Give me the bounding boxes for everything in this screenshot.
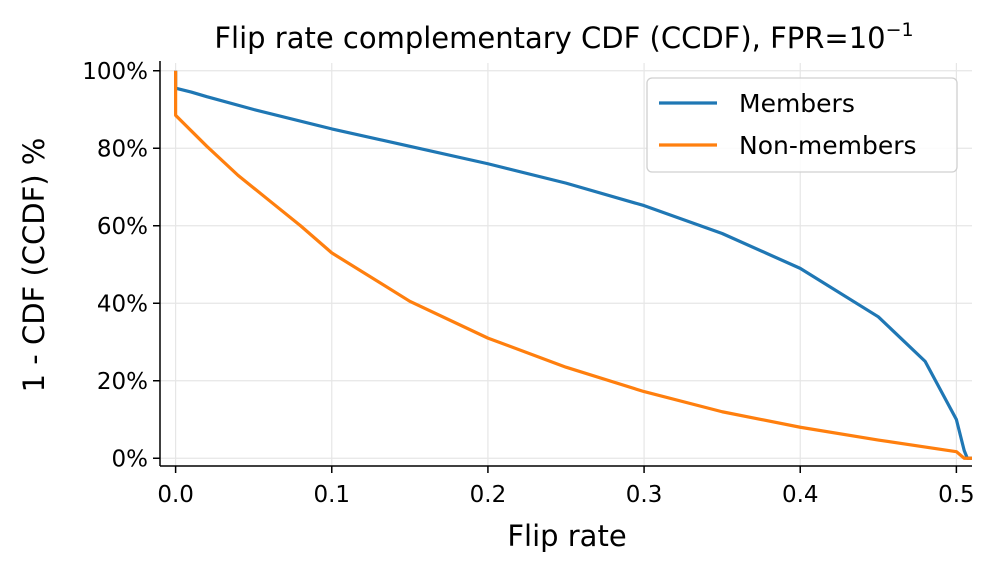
y-tick-label: 100% [82, 59, 148, 85]
legend: Members Non-members [646, 77, 958, 173]
x-tick-label: 0.4 [782, 482, 819, 508]
tick-labels: 0.0 0.1 0.2 0.3 0.4 0.5 0% 20% 40% 60% 80% 100% [82, 59, 974, 508]
y-tick-label: 60% [97, 214, 148, 240]
x-tick-label: 0.1 [313, 482, 350, 508]
chart-title-exponent: −1 [886, 19, 914, 41]
y-tick-label: 0% [112, 446, 149, 472]
series-line-non-members [174, 70, 972, 460]
y-tick-label: 40% [97, 291, 148, 317]
x-tick-label: 0.2 [470, 482, 507, 508]
x-tick-label: 0.5 [938, 482, 975, 508]
x-axis-label: Flip rate [507, 519, 626, 553]
axes [153, 61, 972, 473]
y-tick-label: 80% [97, 136, 148, 162]
series-line-members [174, 70, 972, 460]
chart-title: Flip rate complementary CDF (CCDF), FPR=… [214, 19, 913, 55]
x-tick-label: 0.0 [157, 482, 194, 508]
legend-box [646, 77, 958, 173]
series-lines [174, 70, 972, 460]
x-tick-label: 0.3 [626, 482, 663, 508]
y-tick-label: 20% [97, 369, 148, 395]
legend-label: Members [739, 89, 855, 118]
legend-label: Non-members [739, 131, 917, 160]
chart-title-text: Flip rate complementary CDF (CCDF), FPR=… [214, 21, 885, 55]
y-axis-label: 1 - CDF (CCDF) % [17, 138, 51, 393]
